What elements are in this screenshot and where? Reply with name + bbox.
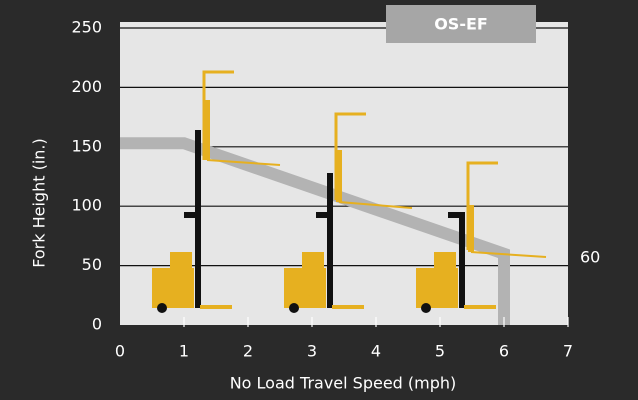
plot-area: [120, 22, 568, 325]
x-tick-label: 1: [179, 342, 189, 361]
y-axis-label: Fork Height (in.): [30, 138, 49, 267]
y-tick-label: 250: [71, 18, 102, 37]
forklift: [416, 161, 547, 313]
x-tick-label: 7: [563, 342, 573, 361]
x-tick-label: 0: [115, 342, 125, 361]
badge-box: [386, 5, 536, 43]
y-tick-label: 0: [92, 315, 102, 334]
y-tick-label: 50: [82, 255, 102, 274]
y-tick-label: 100: [71, 196, 102, 215]
line: [120, 137, 510, 325]
lines: [120, 137, 510, 325]
x-axis-label: No Load Travel Speed (mph): [230, 374, 457, 393]
y-tick-label: 150: [71, 136, 102, 155]
x-tick-label: 5: [435, 342, 445, 361]
x-tick-label: 3: [307, 342, 317, 361]
x-tick-label: 6: [499, 342, 509, 361]
forklifts: [152, 70, 547, 313]
forklift: [152, 70, 281, 313]
x-tick-label: 4: [371, 342, 381, 361]
y-tick-label: 200: [71, 77, 102, 96]
forklift: [284, 112, 413, 313]
x-tick-label: 2: [243, 342, 253, 361]
annotation: 60: [580, 248, 600, 267]
badge: OS-EF: [434, 15, 488, 34]
